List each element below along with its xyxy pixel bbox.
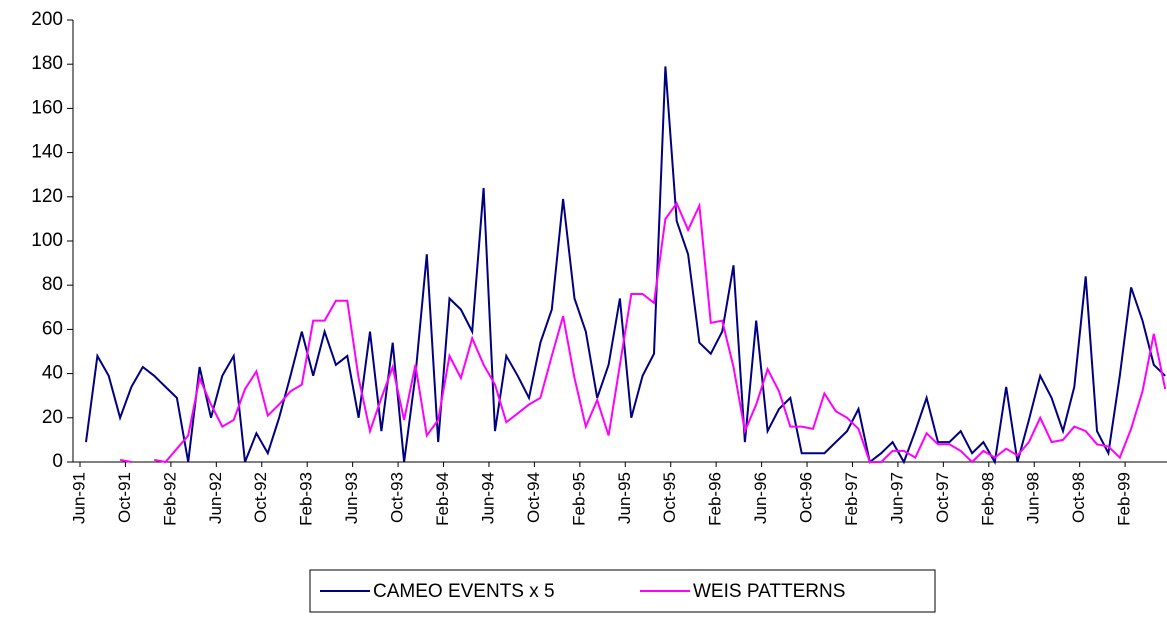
x-tick-label: Jun-98 <box>1024 472 1043 524</box>
y-tick-label: 120 <box>31 186 63 207</box>
y-tick-label: 60 <box>42 318 63 339</box>
y-tick-label: 0 <box>52 451 63 472</box>
series-line <box>85 66 1166 465</box>
x-tick-label: Oct-94 <box>524 472 543 523</box>
x-tick-label: Oct-92 <box>251 472 270 523</box>
legend-label: WEIS PATTERNS <box>693 581 845 602</box>
x-tick-label: Feb-97 <box>842 472 861 526</box>
x-tick-label: Jun-94 <box>478 472 497 524</box>
y-tick-label: 80 <box>42 274 63 295</box>
legend-box <box>309 569 936 613</box>
x-tick-label: Oct-91 <box>115 472 134 523</box>
y-tick-label: 140 <box>31 142 63 163</box>
x-tick-label: Jun-91 <box>69 472 88 524</box>
x-tick-label: Jun-97 <box>887 472 906 524</box>
y-tick-label: 200 <box>31 9 63 30</box>
x-tick-label: Oct-98 <box>1069 472 1088 523</box>
x-tick-label: Feb-99 <box>1115 472 1134 526</box>
y-tick-label: 40 <box>42 363 63 384</box>
x-tick-label: Oct-97 <box>933 472 952 523</box>
legend-label: CAMEO EVENTS x 5 <box>373 581 555 602</box>
x-tick-label: Feb-95 <box>569 472 588 526</box>
x-tick-label: Oct-96 <box>797 472 816 523</box>
y-tick-label: 100 <box>31 230 63 251</box>
x-tick-label: Oct-93 <box>388 472 407 523</box>
x-tick-label: Jun-93 <box>342 472 361 524</box>
y-tick-label: 180 <box>31 53 63 74</box>
x-tick-label: Feb-96 <box>706 472 725 526</box>
x-tick-label: Feb-93 <box>297 472 316 526</box>
series-line <box>119 201 1167 464</box>
x-tick-label: Jun-96 <box>751 472 770 524</box>
y-tick-label: 160 <box>31 97 63 118</box>
x-tick-label: Oct-95 <box>660 472 679 523</box>
x-tick-label: Feb-92 <box>160 472 179 526</box>
x-tick-label: Jun-95 <box>615 472 634 524</box>
x-tick-label: Feb-98 <box>978 472 997 526</box>
y-tick-label: 20 <box>42 407 63 428</box>
x-tick-label: Jun-92 <box>206 472 225 524</box>
x-tick-label: Feb-94 <box>433 472 452 526</box>
